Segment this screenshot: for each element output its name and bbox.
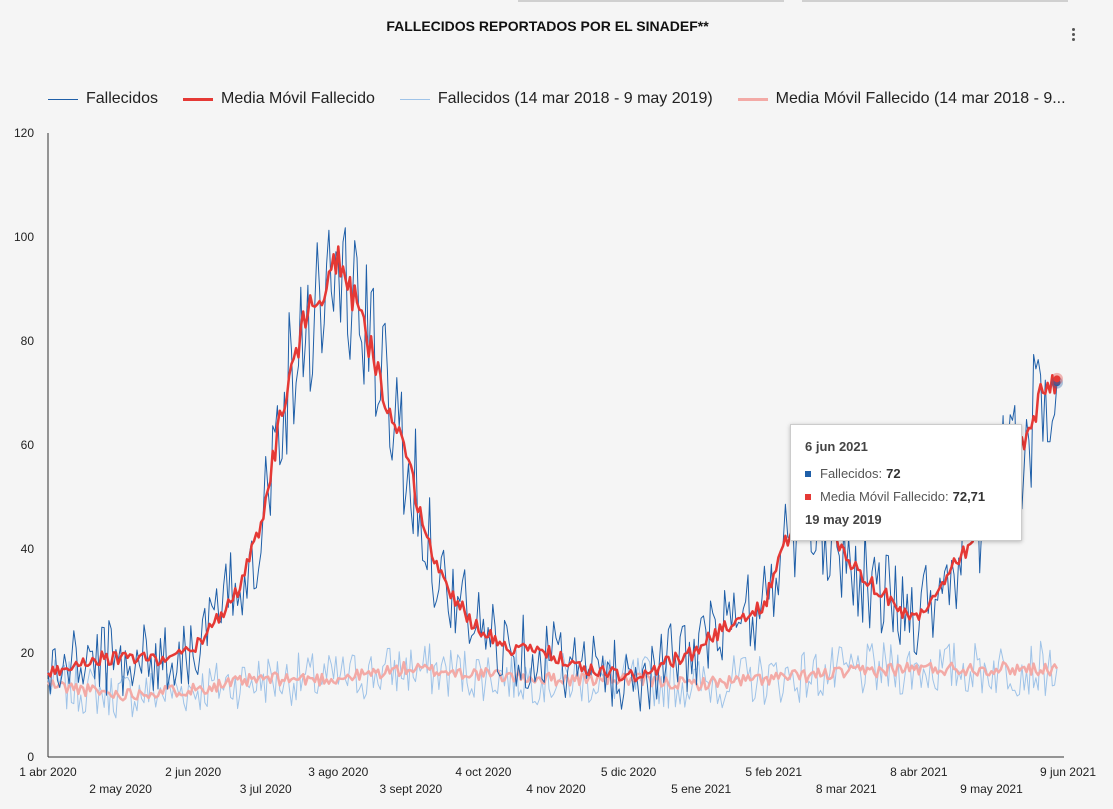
legend-label: Media Móvil Fallecido (221, 90, 375, 107)
tooltip-value: 72,71 (952, 489, 986, 504)
tooltip-compare-date: 19 may 2019 (805, 512, 882, 527)
x-tick-label: 8 mar 2021 (816, 782, 877, 796)
x-tick-label: 9 may 2021 (960, 782, 1023, 796)
chart-title: FALLECIDOS REPORTADOS POR EL SINADEF** (386, 18, 709, 34)
chart-tooltip: 6 jun 2021 Fallecidos: 72 Media Móvil Fa… (790, 424, 1022, 541)
highlight-point-media (1053, 375, 1061, 383)
legend-swatch-fallecidos-prev (399, 98, 430, 100)
x-tick-label: 3 sept 2020 (379, 782, 442, 796)
tooltip-row-fallecidos: Fallecidos: 72 (805, 466, 1007, 481)
top-tab-left[interactable] (518, 0, 784, 2)
y-tick-label: 120 (14, 126, 34, 140)
x-tick-label: 5 ene 2021 (671, 782, 731, 796)
y-tick-label: 0 (27, 750, 34, 764)
tooltip-swatch (805, 493, 811, 500)
x-tick-label: 5 feb 2021 (745, 765, 802, 779)
series-line-media-prev (46, 660, 1059, 702)
x-tick-label: 4 oct 2020 (455, 765, 511, 779)
x-tick-label: 4 nov 2020 (526, 782, 586, 796)
series-line-media (46, 245, 1059, 683)
series-line-fallecidos-prev (47, 640, 1058, 719)
tooltip-date: 6 jun 2021 (805, 439, 868, 454)
legend-label: Fallecidos (86, 90, 159, 107)
x-tick-label: 9 jun 2021 (1040, 765, 1096, 779)
x-tick-label: 2 jun 2020 (165, 765, 221, 779)
top-tab-right[interactable] (802, 0, 1068, 2)
x-tick-label: 1 abr 2020 (19, 765, 77, 779)
y-tick-label: 80 (21, 334, 35, 348)
legend-label: Media Móvil Fallecido (14 mar 2018 - 9..… (775, 90, 1066, 107)
tooltip-label: Media Móvil Fallecido: (820, 489, 949, 504)
tooltip-label: Fallecidos: (820, 466, 883, 481)
chart-legend: Fallecidos Media Móvil Fallecido Falleci… (48, 88, 1078, 110)
legend-swatch-media (183, 97, 214, 101)
legend-swatch-media-prev (737, 97, 768, 101)
legend-item-media[interactable]: Media Móvil Fallecido (183, 90, 375, 108)
legend-label: Fallecidos (14 mar 2018 - 9 may 2019) (437, 90, 713, 107)
y-tick-label: 20 (21, 646, 35, 660)
legend-item-media-prev[interactable]: Media Móvil Fallecido (14 mar 2018 - 9..… (737, 90, 1066, 108)
tooltip-value: 72 (886, 466, 901, 481)
more-vert-icon[interactable] (1063, 22, 1083, 46)
tooltip-swatch (805, 470, 811, 477)
legend-swatch-fallecidos (48, 98, 78, 100)
legend-item-fallecidos[interactable]: Fallecidos (48, 90, 158, 108)
x-tick-label: 3 jul 2020 (240, 782, 292, 796)
tooltip-row-media: Media Móvil Fallecido: 72,71 (805, 489, 1007, 504)
x-tick-label: 5 dic 2020 (601, 765, 657, 779)
y-tick-label: 100 (14, 230, 34, 244)
series-line-fallecidos (47, 227, 1058, 712)
x-tick-label: 8 abr 2021 (890, 765, 948, 779)
x-tick-label: 2 may 2020 (89, 782, 152, 796)
y-tick-label: 40 (21, 542, 35, 556)
y-tick-label: 60 (21, 438, 35, 452)
legend-item-fallecidos-prev[interactable]: Fallecidos (14 mar 2018 - 9 may 2019) (399, 90, 713, 108)
x-tick-label: 3 ago 2020 (308, 765, 368, 779)
